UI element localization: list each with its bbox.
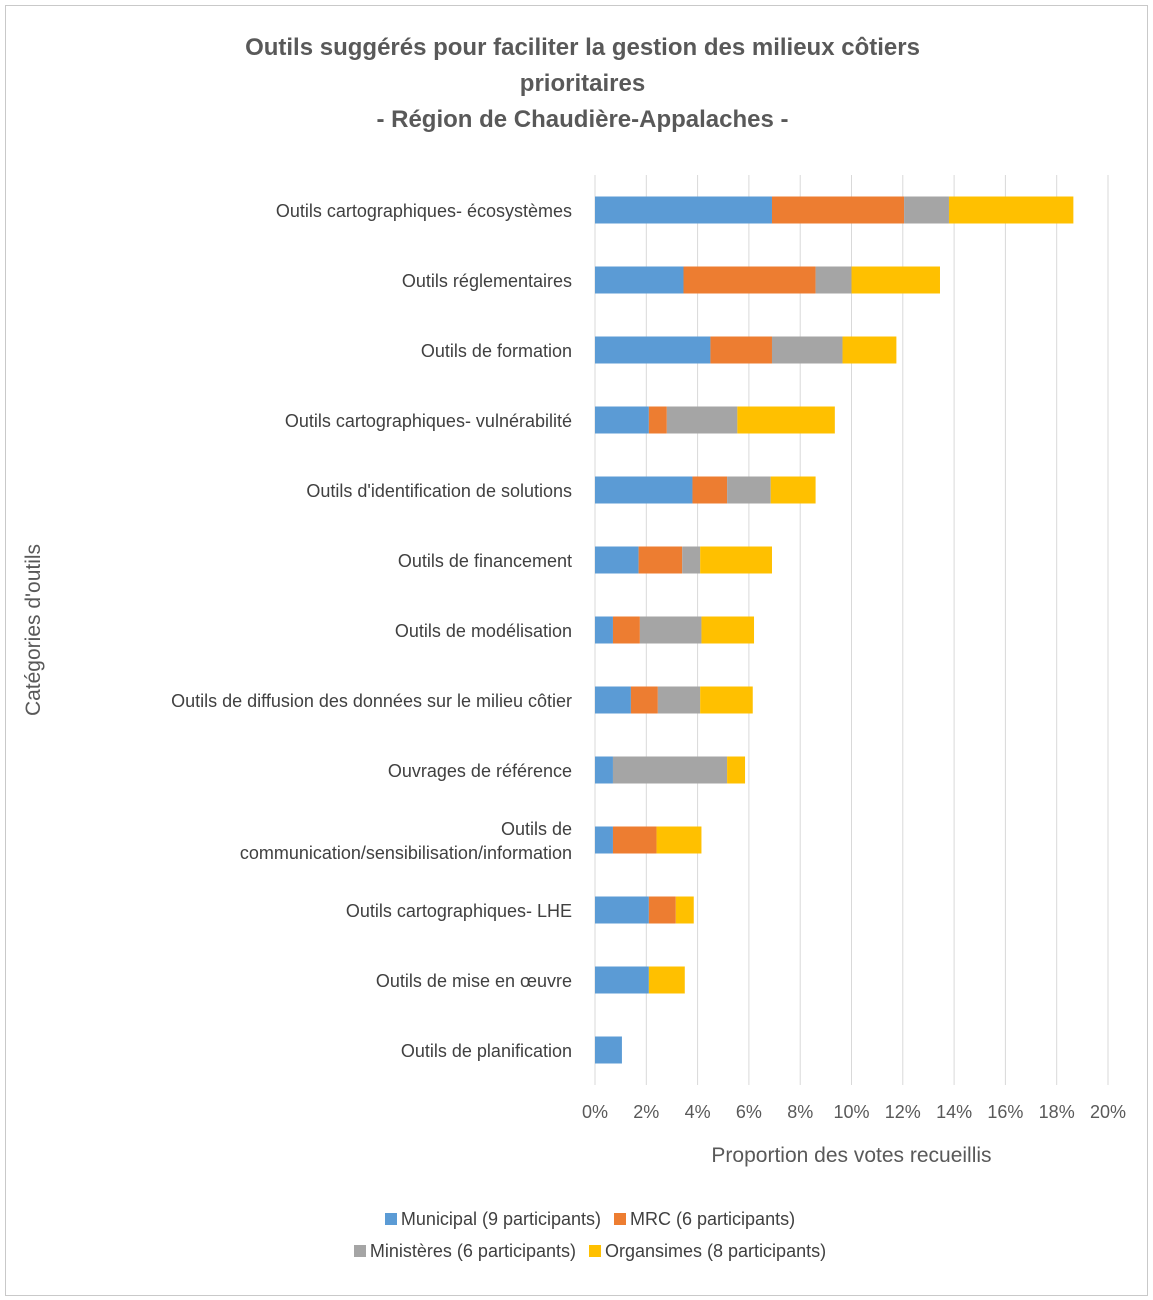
x-tick-label: 0% xyxy=(582,1102,608,1122)
x-tick-label: 16% xyxy=(987,1102,1023,1122)
bar-segment xyxy=(815,266,852,294)
bar-segment xyxy=(638,546,683,574)
legend-label-ministeres: Ministères (6 participants) xyxy=(369,1241,576,1261)
x-axis-title: Proportion des votes recueillis xyxy=(711,1144,991,1167)
chart-title-line-1: Outils suggérés pour faciliter la gestio… xyxy=(245,34,920,61)
bar-segment xyxy=(737,406,835,434)
category-label: Outils cartographiques- LHE xyxy=(346,901,572,921)
bar-segment xyxy=(595,336,711,364)
x-tick-label: 12% xyxy=(885,1102,921,1122)
bar-segment xyxy=(851,266,940,294)
x-tick-label: 14% xyxy=(936,1102,972,1122)
category-label: Outils cartographiques- vulnérabilité xyxy=(285,411,572,431)
x-tick-label: 8% xyxy=(787,1102,813,1122)
legend-item-organismes: Organsimes (8 participants) xyxy=(589,1240,826,1262)
bar-segment xyxy=(612,826,657,854)
bar-segment xyxy=(842,336,897,364)
category-label: Outils de diffusion des données sur le m… xyxy=(171,691,572,711)
chart-title: Outils suggérés pour faciliter la gestio… xyxy=(0,30,1153,138)
bar-segment xyxy=(770,476,816,504)
category-label: Outils cartographiques- écosystèmes xyxy=(276,201,572,221)
bar-segment xyxy=(612,616,640,644)
legend-item-municipal: Municipal (9 participants) xyxy=(384,1208,602,1230)
bar-segment xyxy=(683,266,816,294)
x-tick-label: 10% xyxy=(833,1102,869,1122)
bar-segment xyxy=(595,546,639,574)
category-label: Outils de xyxy=(501,819,572,839)
bar-segment xyxy=(595,476,693,504)
bar-segment xyxy=(700,546,772,574)
category-label: Outils de planification xyxy=(401,1041,572,1061)
category-label: Outils de modélisation xyxy=(395,621,572,641)
legend-row-2: Ministères (6 participants) Organsimes (… xyxy=(0,1240,1153,1272)
x-tick-label: 2% xyxy=(633,1102,659,1122)
bar-segment xyxy=(595,406,649,434)
bar-segment xyxy=(657,686,701,714)
legend-swatch-municipal xyxy=(384,1213,397,1225)
bar-segment xyxy=(682,546,701,574)
x-tick-label: 18% xyxy=(1039,1102,1075,1122)
bar-segment xyxy=(648,896,676,924)
chart-title-line-3: - Région de Chaudière-Appalaches - xyxy=(376,106,789,133)
legend-item-ministeres: Ministères (6 participants) xyxy=(353,1240,576,1262)
bar-segment xyxy=(595,896,649,924)
legend-label-municipal: Municipal (9 participants) xyxy=(400,1209,602,1229)
bar-segment xyxy=(771,196,905,224)
legend-swatch-organismes xyxy=(589,1245,601,1257)
bar-segment xyxy=(727,476,771,504)
bar-segment xyxy=(595,756,613,784)
y-axis-title: Catégories d'outils xyxy=(22,544,45,716)
bar-segment xyxy=(639,616,702,644)
bar-segment xyxy=(595,196,772,224)
legend-swatch-ministeres xyxy=(353,1245,366,1257)
legend-swatch-mrc xyxy=(614,1213,627,1225)
bar-segment xyxy=(666,406,738,434)
category-label: Outils réglementaires xyxy=(402,271,572,291)
bar-segment xyxy=(948,196,1074,224)
bar-segment xyxy=(630,686,658,714)
chart-title-line-2: prioritaires xyxy=(519,70,646,97)
bar-segment xyxy=(771,336,843,364)
bar-segment xyxy=(710,336,772,364)
bar-segment xyxy=(675,896,694,924)
legend-label-mrc: MRC (6 participants) xyxy=(630,1209,796,1229)
bar-segment xyxy=(727,756,746,784)
legend-item-mrc: MRC (6 participants) xyxy=(614,1208,795,1230)
category-label: Outils de financement xyxy=(398,551,572,571)
category-label: communication/sensibilisation/informatio… xyxy=(240,843,572,863)
bar-segment xyxy=(612,756,728,784)
category-label: Outils de formation xyxy=(421,341,572,361)
bar-segment xyxy=(595,616,613,644)
bar-segment xyxy=(692,476,728,504)
chart-legend: Municipal (9 participants) MRC (6 partic… xyxy=(0,1208,1153,1272)
bar-segment xyxy=(595,686,631,714)
category-label: Outils de mise en œuvre xyxy=(376,971,572,991)
x-tick-label: 6% xyxy=(736,1102,762,1122)
bar-segment xyxy=(700,686,753,714)
bar-segment xyxy=(648,406,667,434)
category-label: Ouvrages de référence xyxy=(388,761,572,781)
bar-segment xyxy=(648,966,685,994)
bar-segment xyxy=(656,826,702,854)
bar-segment xyxy=(904,196,949,224)
bar-segment xyxy=(701,616,755,644)
bar-segment xyxy=(595,1036,622,1064)
bar-segment xyxy=(595,966,649,994)
legend-row-1: Municipal (9 participants) MRC (6 partic… xyxy=(0,1208,1153,1240)
bar-segment xyxy=(595,266,684,294)
x-tick-label: 4% xyxy=(685,1102,711,1122)
bar-segment xyxy=(595,826,613,854)
legend-label-organismes: Organsimes (8 participants) xyxy=(605,1241,827,1261)
x-tick-label: 20% xyxy=(1090,1102,1126,1122)
category-label: Outils d'identification de solutions xyxy=(306,481,572,501)
